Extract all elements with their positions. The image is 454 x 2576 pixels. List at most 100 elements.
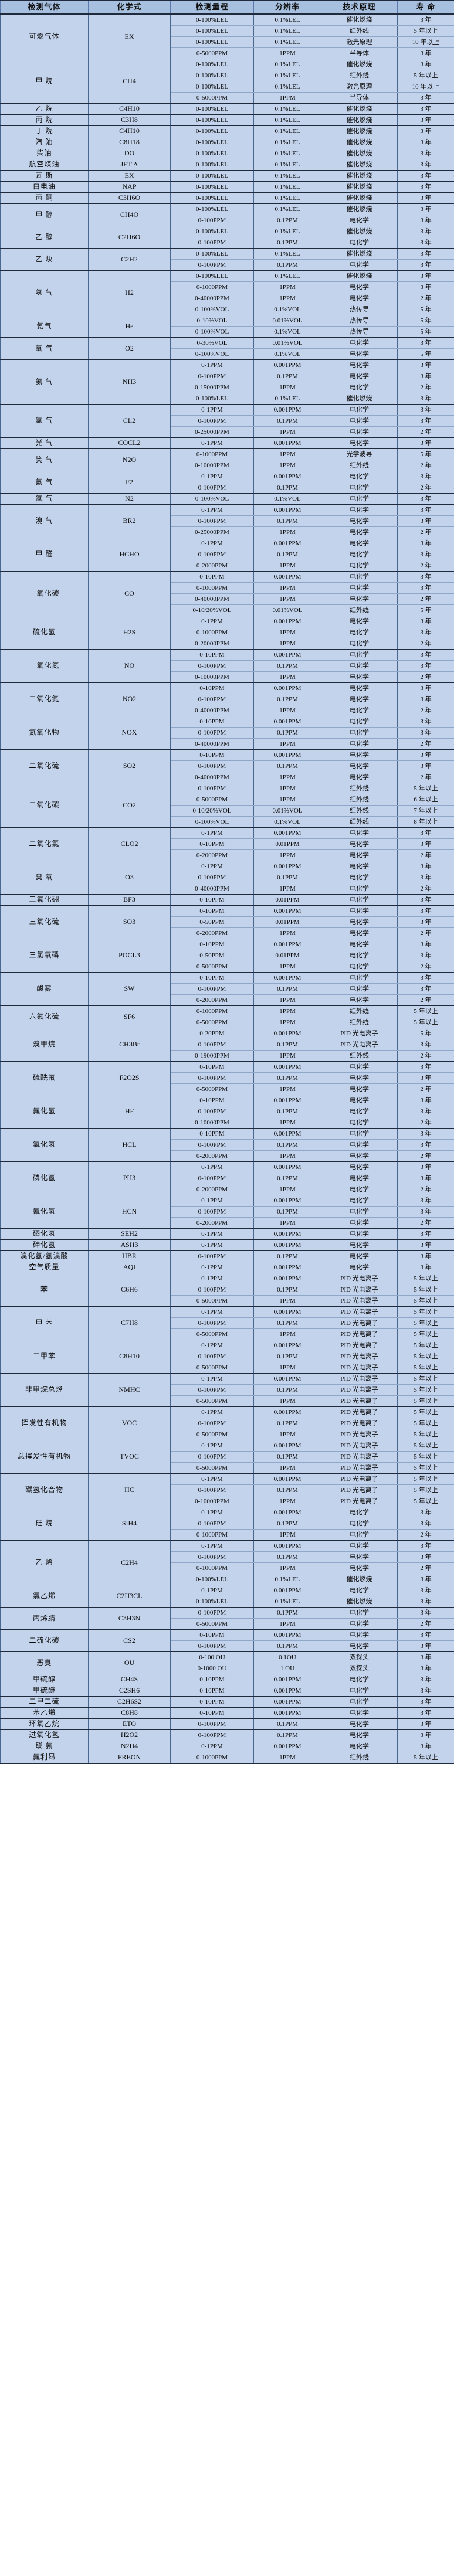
technology-principle-cell: 电化学 [321,1540,398,1552]
service-life-cell: 3 年 [397,749,454,762]
gas-name-cell: 甲 醇 [0,203,89,227]
service-life-cell: 2 年 [397,772,454,784]
measurement-range-cell: 0-20000PPM [170,638,254,650]
service-life-cell: 5 年 [397,348,454,361]
service-life-cell: 2 年 [397,426,454,439]
table-row: 0-2000PPM 1PPM 电化学 2 年 [1,994,454,1007]
resolution-cell: 0.1PPM [253,983,321,995]
resolution-cell: 0.1PPM [253,694,321,706]
gas-name-cell: 恶臭 [0,1651,89,1675]
measurement-range-cell: 0-10000PPM [170,1496,254,1508]
resolution-cell: 1PPM [253,560,321,572]
technology-principle-cell: 催化燃烧 [321,181,398,193]
table-row: 联 氨 N2H4 0-1PPM 0.001PPM 电化学 3 年 [0,1741,454,1753]
service-life-cell: 5 年以上 [397,1295,454,1307]
measurement-range-cell: 0-50PPM [170,950,254,962]
technology-principle-cell: 电化学 [321,382,398,394]
chemical-formula-cell: C2H4 [88,1540,171,1586]
service-life-cell: 3 年 [397,571,454,583]
service-life-cell: 3 年 [397,861,454,873]
gas-name-cell: 氮氧化物 [0,716,89,750]
table-row: 氯化氢 HCL 0-10PPM 0.001PPM 电化学 3 年 [0,1128,454,1163]
service-life-cell: 3 年 [397,1128,454,1140]
column-header-formula: 化学式 [88,0,171,15]
resolution-cell: 0.001PPM [253,1340,321,1352]
table-row: 0-100%LEL 0.1%LEL 激光原理 10 年以上 [1,81,454,93]
measurement-range-cell: 0-10/20%VOL [170,604,254,617]
resolution-cell: 0.001PPM [253,1741,321,1753]
measurement-range-cell: 0-1PPM [170,1161,254,1174]
table-row: 苯乙烯 C8H8 0-10PPM 0.001PPM 电化学 3 年 [0,1707,454,1719]
table-row: 0-2000PPM 1PPM 电化学 2 年 [1,560,454,572]
table-row: 0-100PPM 0.1PPM PID 光电离子 5 年以上 [1,1284,454,1296]
service-life-cell: 3 年 [397,437,454,450]
gas-name-cell: 氨 气 [0,359,89,405]
service-life-cell: 5 年以上 [397,1273,454,1285]
technology-principle-cell: 电化学 [321,1217,398,1229]
measurement-range-cell: 0-5000PPM [170,961,254,973]
technology-principle-cell: 电化学 [321,437,398,450]
chemical-formula-cell: OU [88,1651,171,1675]
measurement-range-cell: 0-25000PPM [170,526,254,539]
measurement-range-cell: 0-100PPM [170,1250,254,1263]
table-row: 0-40000PPM 1PPM 电化学 2 年 [1,772,454,784]
service-life-cell: 10 年以上 [397,81,454,93]
measurement-range-cell: 0-19000PPM [170,1050,254,1062]
measurement-range-cell: 0-1PPM [170,359,254,372]
column-header-principle: 技术原理 [321,0,398,15]
resolution-cell: 0.001PPM [253,1629,321,1642]
chemical-formula-cell: NH3 [88,359,171,405]
resolution-cell: 0.1PPM [253,760,321,773]
measurement-range-cell: 0-100PPM [170,1418,254,1430]
table-row: 0-10PPM 0.01PPM 电化学 3 年 [1,838,454,851]
technology-principle-cell: 电化学 [321,705,398,717]
table-row: 0-100PPM 0.1PPM 电化学 3 年 [1,415,454,427]
service-life-cell: 3 年 [397,538,454,550]
measurement-range-cell: 0-40000PPM [170,293,254,305]
table-row: 硒化氢 SEH2 0-1PPM 0.001PPM 电化学 3 年 [0,1228,454,1241]
technology-principle-cell: 电化学 [321,1095,398,1107]
technology-principle-cell: 红外线 [321,783,398,795]
table-row: 0-10000PPM 1PPM 电化学 2 年 [1,671,454,684]
technology-principle-cell: PID 光电离子 [321,1306,398,1318]
measurement-range-cell: 0-10PPM [170,716,254,728]
measurement-range-cell: 0-100PPM [170,237,254,249]
measurement-range-cell: 0-100PPM [170,1173,254,1185]
table-row: 0-100PPM 0.1PPM 电化学 3 年 [1,760,454,773]
measurement-range-cell: 0-1PPM [170,616,254,628]
gas-name-cell: 二硫化碳 [0,1629,89,1653]
resolution-cell: 0.001PPM [253,861,321,873]
service-life-cell: 5 年以上 [397,70,454,82]
resolution-cell: 0.1%LEL [253,137,321,149]
service-life-cell: 5 年 [397,326,454,338]
measurement-range-cell: 0-100%VOL [170,348,254,361]
service-life-cell: 2 年 [397,382,454,394]
chemical-formula-cell: NO [88,649,171,684]
measurement-range-cell: 0-100%LEL [170,70,254,82]
measurement-range-cell: 0-10PPM [170,894,254,906]
table-row: 氰化氢 HCN 0-1PPM 0.001PPM 电化学 3 年 [0,1195,454,1229]
chemical-formula-cell: SO2 [88,749,171,784]
service-life-cell: 3 年 [397,1540,454,1552]
measurement-range-cell: 0-100%LEL [170,1596,254,1608]
service-life-cell: 3 年 [397,1663,454,1675]
service-life-cell: 3 年 [397,215,454,227]
resolution-cell: 0.001PPM [253,1674,321,1686]
resolution-cell: 0.1PPM [253,1718,321,1731]
resolution-cell: 0.001PPM [253,1128,321,1140]
resolution-cell: 0.1PPM [253,371,321,383]
measurement-range-cell: 0-5000PPM [170,1017,254,1029]
gas-name-cell: 柴油 [0,148,89,160]
gas-name-cell: 光 气 [0,437,89,450]
resolution-cell: 0.001PPM [253,1273,321,1285]
chemical-formula-cell: JET A [88,159,171,171]
table-row: 0-100PPM 0.1PPM 电化学 3 年 [1,371,454,383]
resolution-cell: 1PPM [253,1328,321,1341]
chemical-formula-cell: C7H8 [88,1306,171,1341]
measurement-range-cell: 0-100%LEL [170,148,254,160]
chemical-formula-cell: NOX [88,716,171,750]
table-row: 0-100PPM 0.1PPM 电化学 3 年 [1,983,454,995]
technology-principle-cell: 热传导 [321,326,398,338]
resolution-cell: 1PPM [253,1362,321,1374]
resolution-cell: 0.1%VOL [253,493,321,505]
